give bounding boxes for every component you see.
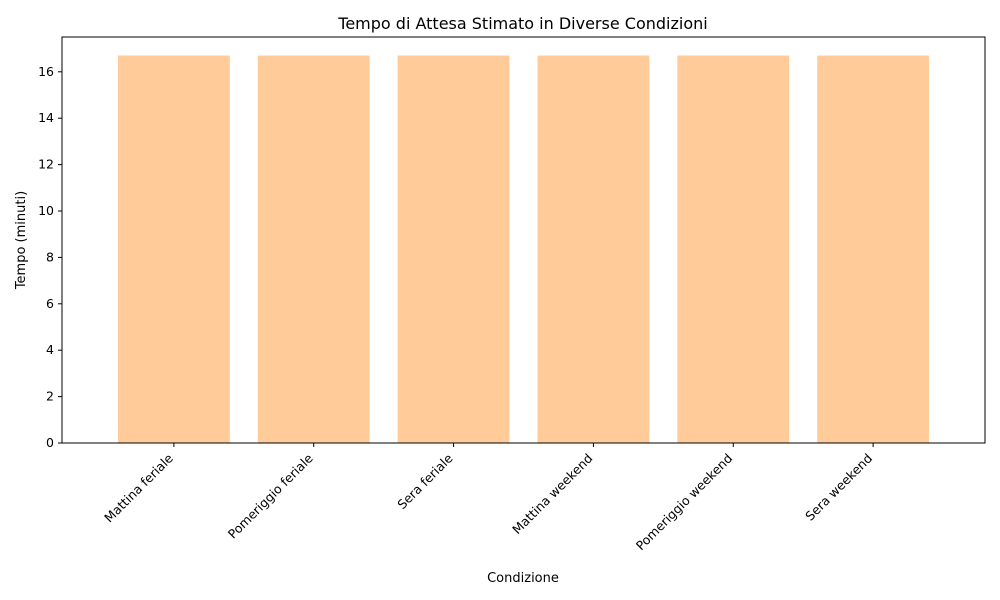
bar-1 [117,55,230,444]
y-tick-label: 6 [46,296,54,311]
y-tick-label: 10 [38,203,54,218]
y-tick-label: 8 [46,249,54,264]
plot-frame [61,36,986,444]
x-axis-ticks: Mattina feriale Pomeriggio feriale Sera fe… [101,443,875,553]
y-tick-label: 14 [38,110,54,125]
x-tick-label: Mattina feriale [101,450,176,525]
y-tick-label: 12 [38,157,54,172]
y-axis-ticks: 0 2 4 6 8 10 12 14 16 [38,64,62,450]
y-tick-label: 2 [46,389,54,404]
x-tick-label: Sera feriale [394,450,456,512]
y-tick-label: 0 [46,435,54,450]
bar-5 [677,55,790,444]
chart-title: Tempo di Attesa Stimato in Diverse Condi… [337,14,707,33]
x-axis-label: Condizione [487,571,559,586]
bar-4 [537,55,650,444]
y-axis-label: Tempo (minuti) [14,191,29,290]
y-tick-label: 4 [46,342,54,357]
bars [117,55,930,444]
x-tick-label: Pomeriggio feriale [225,450,316,541]
x-tick-label: Sera weekend [802,451,875,524]
y-tick-label: 16 [38,64,54,79]
x-tick-label: Mattina weekend [509,451,595,537]
bar-6 [817,55,930,444]
bar-3 [397,55,510,444]
x-tick-label: Pomeriggio weekend [633,451,736,554]
bar-2 [257,55,370,444]
